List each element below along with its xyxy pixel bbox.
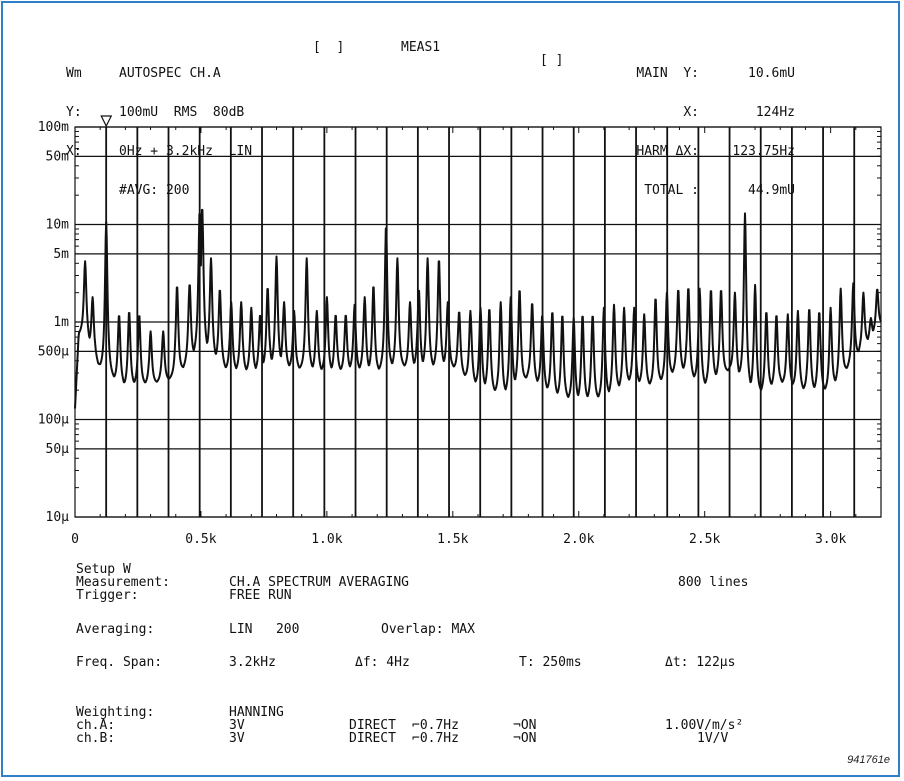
readout-label-main-y: MAIN Y: <box>636 66 699 81</box>
setup-averaging-value: LIN 200 <box>229 622 300 637</box>
setup-cha-label: ch.A: <box>76 718 116 733</box>
x-tick-label-0: 0 <box>71 532 79 547</box>
setup-span-label: Freq. Span: <box>76 655 163 670</box>
setup-lines: 800 lines <box>678 575 749 590</box>
setup-span-value: 3.2kHz <box>229 655 276 670</box>
x-tick-label-6: 3.0k <box>815 532 846 547</box>
readout-label-total: TOTAL : <box>644 183 699 198</box>
y-tick-labels: 100m 50m 10m 5m 1m 500µ 100µ 50µ 10µ <box>38 120 69 525</box>
setup-cha-sensitivity: 1.00V/m/s² <box>665 718 744 733</box>
setup-title: Setup W <box>76 562 131 577</box>
y-tick-label-6: 100µ <box>38 413 69 428</box>
header-meas: MEAS1 <box>401 40 441 55</box>
readout-label-x: X: <box>683 105 699 120</box>
setup-chb-filter: ⌐0.7Hz <box>412 731 459 746</box>
setup-delta-t: Δt: 122µs <box>665 655 736 670</box>
x-tick-label-5: 2.5k <box>689 532 720 547</box>
setup-delta-f: Δf: 4Hz <box>355 655 410 670</box>
y-tick-label-8: 10µ <box>46 510 70 525</box>
x-tick-label-1: 0.5k <box>185 532 216 547</box>
setup-weighting-value: HANNING <box>229 705 284 720</box>
setup-trigger-value: FREE RUN <box>229 588 292 603</box>
spectrum-chart: 100m 50m 10m 5m 1m 500µ 100µ 50µ 10µ 0 0.5k 1.0k 1.… <box>38 115 882 547</box>
header-label-wm: Wm <box>66 66 82 81</box>
setup-record-time: T: 250ms <box>519 655 582 670</box>
setup-cha-filter: ⌐0.7Hz <box>412 718 459 733</box>
y-tick-label-2: 10m <box>46 218 70 233</box>
readout-value-total: 44.9mU <box>748 183 795 198</box>
setup-averaging-label: Averaging: <box>76 622 155 637</box>
header-bracket-2: [ ] <box>540 53 564 68</box>
header-channel: AUTOSPEC CH.A <box>119 66 221 81</box>
setup-measurement-label: Measurement: <box>76 575 170 590</box>
setup-cha-on: ¬ON <box>513 718 537 733</box>
header-right-values: 10.6mU 124Hz 123.75Hz 44.9mU <box>703 41 795 223</box>
spectrum-trace <box>74 208 882 409</box>
readout-value-x: 124Hz <box>755 105 795 120</box>
main-cursor-marker <box>100 115 113 128</box>
setup-trigger-label: Trigger: <box>76 588 139 603</box>
setup-chb-sensitivity: 1V/V <box>697 731 729 746</box>
setup-measurement-value: CH.A SPECTRUM AVERAGING <box>229 575 410 590</box>
setup-chb-mode: DIRECT <box>349 731 396 746</box>
readout-label-harm: HARM ΔX: <box>636 144 699 159</box>
header-y-scale: 100mU RMS 80dB <box>119 105 245 120</box>
header-col1: AUTOSPEC CH.A 100mU RMS 80dB 0Hz + 3.2kH… <box>119 41 252 223</box>
header-label-y: Y: <box>66 105 82 120</box>
setup-cha-range: 3V <box>229 718 245 733</box>
y-tick-label-3: 5m <box>53 247 69 262</box>
setup-cha-mode: DIRECT <box>349 718 396 733</box>
setup-chb-on: ¬ON <box>513 731 537 746</box>
y-tick-label-0: 100m <box>38 120 69 135</box>
x-tick-label-4: 2.0k <box>563 532 594 547</box>
readout-value-harm: 123.75Hz <box>732 144 795 159</box>
x-tick-labels: 0 0.5k 1.0k 1.5k 2.0k 2.5k 3.0k <box>71 532 846 547</box>
figure-number: 941761e <box>847 754 890 766</box>
setup-weighting-label: Weighting: <box>76 705 155 720</box>
setup-overlap: Overlap: MAX <box>381 622 475 637</box>
y-tick-label-7: 50µ <box>46 442 70 457</box>
x-tick-label-2: 1.0k <box>311 532 342 547</box>
y-tick-label-4: 1m <box>53 315 69 330</box>
header-averages: #AVG: 200 <box>119 183 190 198</box>
x-tick-label-3: 1.5k <box>437 532 468 547</box>
setup-chb-label: ch.B: <box>76 731 116 746</box>
header-bracket-1: [ ] <box>313 40 345 55</box>
header-right-labels: MAIN Y: X: HARM ΔX: TOTAL : <box>621 41 699 223</box>
readout-value-main-y: 10.6mU <box>748 66 795 81</box>
plot-border <box>74 126 882 518</box>
setup-chb-range: 3V <box>229 731 245 746</box>
y-tick-label-1: 50m <box>46 149 70 164</box>
y-tick-label-5: 500µ <box>38 344 69 359</box>
